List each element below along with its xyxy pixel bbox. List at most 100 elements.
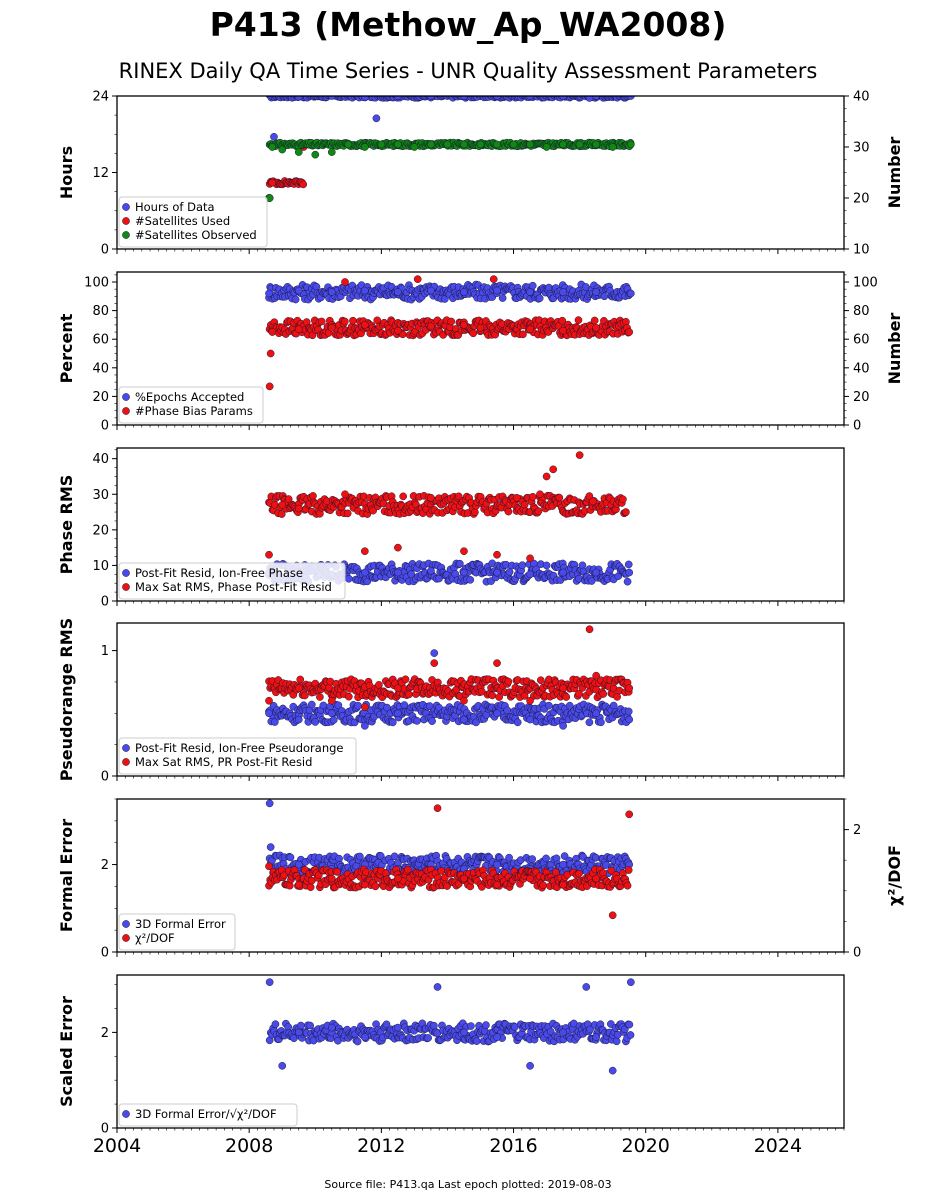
data-point: [467, 1022, 475, 1030]
data-point: [599, 690, 608, 698]
data-point-sample: [361, 722, 369, 730]
data-point-sample: [476, 140, 485, 149]
x-tick-label: 2008: [225, 1135, 273, 1157]
y-right-axis-label: Number: [885, 137, 904, 209]
data-point: [542, 561, 551, 570]
data-point-sample: [344, 140, 353, 149]
data-point: [296, 675, 305, 684]
data-point: [447, 317, 456, 326]
x-tick-label: 2020: [622, 1135, 670, 1157]
data-point: [518, 561, 527, 570]
series-1: [265, 280, 635, 304]
data-point-sample: [493, 880, 501, 889]
y-right-tick-label: 10: [853, 243, 870, 258]
data-point-sample: [585, 625, 594, 634]
data-point-sample: [327, 709, 336, 718]
y-tick-label: 10: [92, 559, 109, 574]
data-point: [317, 317, 326, 326]
data-point: [590, 316, 599, 325]
data-point-sample: [394, 140, 402, 149]
legend-marker: [122, 569, 130, 577]
data-point-sample: [460, 547, 468, 556]
data-point-sample: [460, 140, 468, 149]
y-tick-label: 20: [92, 390, 109, 405]
data-point: [597, 718, 605, 727]
data-point: [560, 852, 569, 860]
y-right-tick-label: 30: [853, 141, 870, 156]
x-tick-label: 2004: [93, 1135, 141, 1157]
data-point: [286, 853, 295, 862]
data-point: [311, 718, 320, 726]
data-point-sample: [575, 451, 584, 459]
y-right-tick-label: 0: [853, 946, 861, 961]
data-point-sample: [327, 148, 336, 156]
data-point: [356, 852, 364, 861]
data-point-sample: [489, 275, 498, 283]
data-point: [619, 495, 627, 504]
data-point-sample: [265, 289, 273, 298]
y-axis-label: Formal Error: [57, 819, 76, 932]
y-right-tick-label: 0: [853, 419, 861, 434]
data-point-sample: [268, 328, 277, 336]
y-tick-label: 12: [92, 166, 109, 181]
data-point-sample: [361, 143, 369, 151]
y-tick-label: 0: [101, 595, 109, 610]
y-tick-label: 40: [92, 452, 109, 467]
legend-marker: [122, 231, 130, 239]
data-point: [407, 570, 416, 578]
data-point: [545, 701, 553, 710]
data-point-sample: [592, 140, 600, 149]
data-point-sample: [265, 382, 274, 391]
data-point-sample: [526, 874, 534, 883]
data-point: [369, 506, 377, 515]
legend-marker: [122, 1110, 130, 1118]
data-point: [498, 294, 507, 302]
data-point-sample: [268, 178, 277, 187]
data-point: [291, 295, 300, 304]
data-point: [575, 689, 583, 698]
data-point-sample: [559, 684, 567, 693]
legend-label: Post-Fit Resid, Ion-Free Phase: [135, 566, 303, 580]
data-point-sample: [460, 321, 468, 329]
y-tick-label: 0: [101, 243, 109, 258]
data-point: [624, 866, 633, 874]
data-point-sample: [589, 497, 597, 506]
data-point-sample: [361, 880, 369, 889]
data-point: [428, 717, 436, 725]
data-point-sample: [278, 1062, 287, 1070]
data-point-sample: [575, 140, 584, 149]
data-point-sample: [394, 1023, 402, 1032]
data-point-sample: [361, 1033, 369, 1041]
data-point: [371, 882, 380, 891]
legend-label: #Satellites Observed: [135, 228, 257, 242]
data-point-sample: [592, 874, 600, 883]
data-point: [413, 717, 421, 725]
data-point: [341, 317, 349, 326]
x-tick-label: 2024: [754, 1135, 802, 1157]
data-point-sample: [394, 543, 402, 552]
data-point-sample: [361, 96, 369, 102]
data-point-sample: [526, 1062, 534, 1070]
data-point-sample: [327, 1023, 336, 1032]
legend-box: [118, 562, 346, 600]
legend-label: 3D Formal Error: [135, 917, 226, 931]
y-right-tick-label: 2: [853, 823, 861, 838]
panel-frame: [116, 447, 845, 602]
data-point-sample: [433, 983, 442, 991]
data-point-sample: [341, 278, 349, 286]
data-point: [587, 577, 596, 585]
data-point: [306, 883, 315, 892]
data-point: [454, 492, 463, 501]
data-point: [542, 854, 550, 863]
data-point-sample: [592, 671, 600, 680]
data-point: [382, 1020, 391, 1029]
data-point-sample: [622, 508, 630, 516]
y-axis-label: Phase RMS: [57, 475, 76, 575]
data-point: [466, 576, 475, 584]
y-tick-label: 2: [101, 1026, 109, 1041]
y-right-tick-label: 60: [853, 333, 870, 348]
data-point: [403, 865, 412, 874]
data-point: [334, 701, 343, 710]
data-point-sample: [294, 715, 303, 724]
